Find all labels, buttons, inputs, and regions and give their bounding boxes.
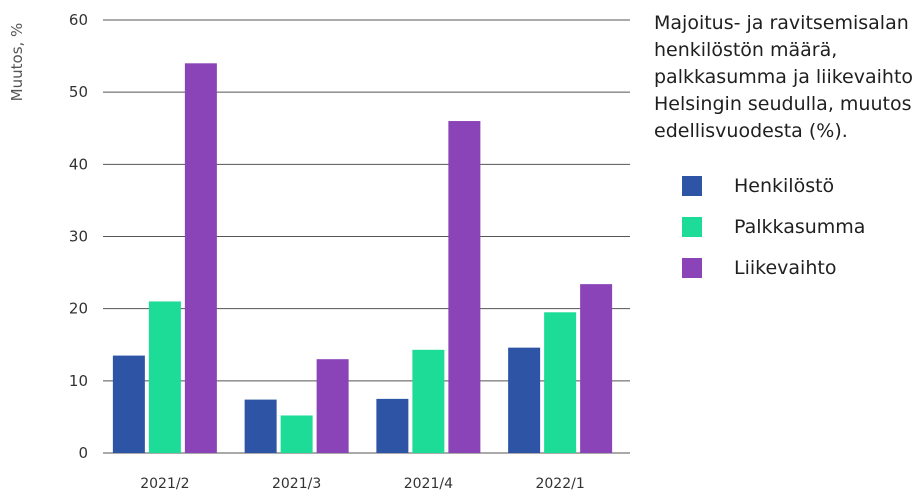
x-tick-label: 2022/1 [535,476,584,492]
y-tick-label: 0 [78,444,88,462]
bar-palkkasumma-2022-1 [544,312,577,453]
legend-swatch [682,176,702,196]
legend: Majoitus- ja ravitsemisalan henkilöstön … [654,10,914,298]
bar-henkilöstö-2021-3 [244,399,277,453]
y-tick-label: 30 [69,228,88,246]
x-tick-label: 2021/4 [404,476,453,492]
bar-palkkasumma-2021-4 [412,349,445,453]
legend-swatch [682,258,702,278]
y-tick-label: 40 [69,155,88,173]
legend-label: Henkilöstö [734,175,835,197]
legend-label: Liikevaihto [734,257,837,279]
legend-label: Palkkasumma [734,216,866,238]
y-tick-label: 50 [69,83,88,101]
bar-henkilöstö-2021-4 [376,398,409,453]
y-tick-label: 60 [69,11,88,29]
bar-henkilöstö-2021-2 [112,355,145,453]
legend-items: Henkilöstö Palkkasumma Liikevaihto [654,175,914,279]
y-axis-label: Muutos, % [8,23,26,102]
legend-item-liikevaihto: Liikevaihto [654,257,914,279]
bar-liikevaihto-2021-3 [316,359,349,453]
x-tick-label: 2021/3 [272,476,321,492]
x-tick-label: 2021/2 [140,476,189,492]
bar-liikevaihto-2022-1 [580,284,613,453]
bars [112,63,613,454]
bar-liikevaihto-2021-4 [448,121,481,454]
legend-swatch [682,217,702,237]
bar-palkkasumma-2021-2 [148,301,181,453]
bar-liikevaihto-2021-2 [184,63,217,454]
y-tick-label: 10 [69,372,88,390]
legend-item-palkkasumma: Palkkasumma [654,216,914,238]
y-tick-label: 20 [69,300,88,318]
bar-henkilöstö-2022-1 [508,347,541,453]
chart-title: Majoitus- ja ravitsemisalan henkilöstön … [654,12,914,142]
legend-item-henkilöstö: Henkilöstö [654,175,914,197]
bar-palkkasumma-2021-3 [280,415,313,453]
y-tick-labels: 0 10 20 30 40 50 60 [69,11,88,462]
x-tick-labels: 2021/2 2021/3 2021/4 2022/1 [140,476,585,492]
